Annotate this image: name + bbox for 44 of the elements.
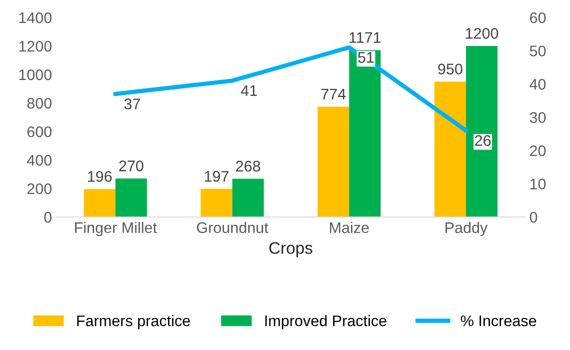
data-label: 37: [124, 98, 140, 110]
y-tick-label: 0: [44, 212, 52, 223]
x-tick-label: Maize: [330, 222, 369, 234]
line-series: [113, 45, 468, 133]
y2-tick-label: 0: [530, 212, 538, 223]
y2-tick-label: 40: [530, 78, 546, 90]
y-tick-label: 800: [27, 98, 52, 109]
data-label: 1171: [350, 32, 381, 43]
bar: [434, 82, 466, 217]
legend-label: Farmers practice: [77, 315, 190, 330]
y-tick-label: 1400: [19, 12, 52, 24]
data-label: 268: [236, 160, 260, 172]
data-label: 774: [321, 88, 346, 100]
y-tick-label: 400: [27, 154, 52, 166]
y-tick-label: 1000: [19, 69, 52, 80]
data-label: 26: [475, 135, 491, 146]
data-label: 196: [88, 171, 112, 182]
bar: [200, 188, 232, 217]
data-label: 51: [358, 52, 374, 63]
x-tick-label: Paddy: [446, 222, 488, 236]
y-tick-label: 1200: [19, 40, 52, 52]
data-label: 950: [438, 64, 462, 74]
y-tick-label: 600: [27, 126, 52, 138]
bar: [318, 106, 350, 217]
x-tick-label: Groundnut: [196, 222, 268, 234]
y2-tick-label: 30: [530, 112, 546, 123]
bar: [84, 189, 116, 217]
bar: [232, 178, 264, 217]
y-tick-label: 200: [27, 183, 52, 194]
legend-label: % Increase: [460, 315, 536, 326]
bar: [466, 46, 498, 217]
y2-tick-label: 20: [530, 145, 546, 156]
legend-label: Improved Practice: [265, 315, 386, 330]
x-axis-title: Crops: [269, 242, 312, 258]
data-label: 1200: [466, 28, 498, 39]
x-tick-label: Finger Millet: [75, 222, 157, 236]
y2-tick-label: 50: [530, 46, 546, 56]
data-label: 197: [204, 170, 228, 182]
data-label: 41: [240, 85, 257, 96]
data-label: 270: [119, 160, 144, 172]
y2-tick-label: 10: [530, 178, 546, 190]
bar: [349, 50, 381, 217]
y2-tick-label: 60: [530, 12, 546, 24]
bar: [115, 178, 147, 217]
